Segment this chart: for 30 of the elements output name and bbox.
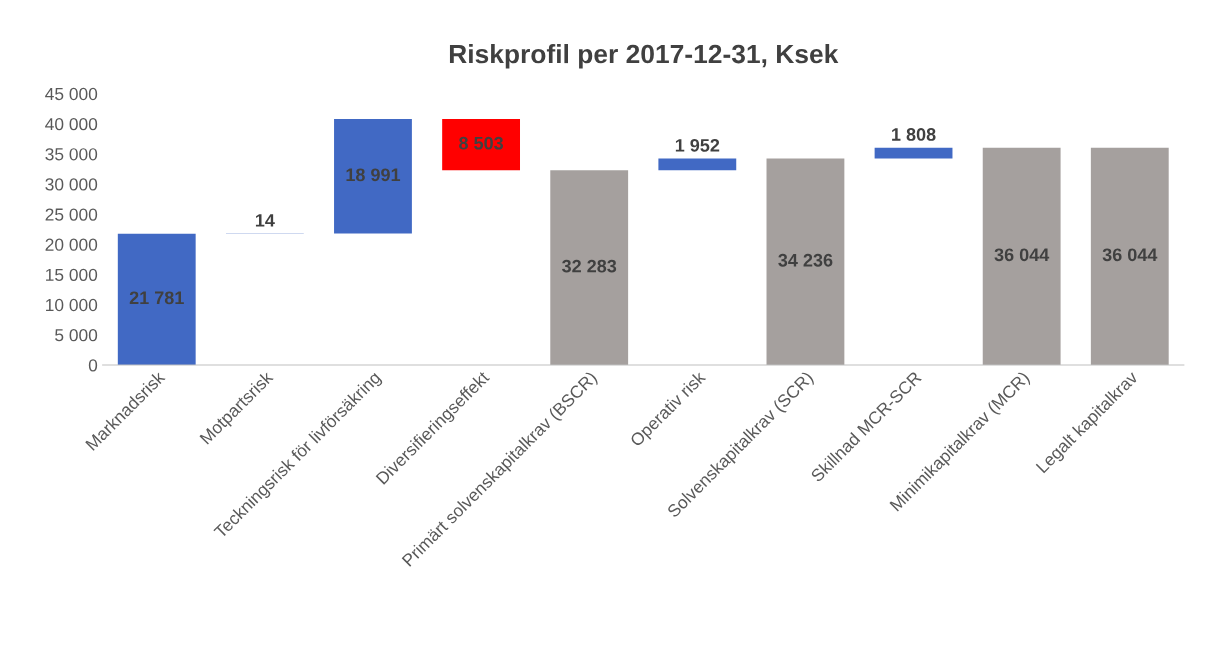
data-label: 36 044 — [994, 248, 1050, 262]
y-tick-label: 10 000 — [46, 298, 98, 312]
bar — [1090, 147, 1169, 365]
y-tick-label: 25 000 — [45, 208, 98, 221]
data-label: 8 503 — [459, 136, 504, 150]
bar — [658, 158, 737, 171]
data-label: 1 952 — [675, 138, 720, 152]
data-label: 36 044 — [1102, 248, 1158, 262]
data-label: 18 991 — [346, 168, 401, 182]
bar — [766, 158, 845, 365]
bar — [982, 147, 1061, 365]
data-label: 1 808 — [892, 128, 936, 141]
bar — [117, 233, 196, 365]
bar — [442, 119, 521, 171]
y-tick-label: 20 000 — [45, 238, 98, 251]
data-label: 21 781 — [129, 291, 184, 305]
bar — [550, 170, 629, 365]
y-tick-label: 5 000 — [55, 329, 98, 342]
y-tick-label: 45 000 — [45, 87, 98, 101]
y-tick-label: 35 000 — [45, 148, 98, 161]
data-label: 34 236 — [778, 253, 833, 267]
bar — [334, 119, 412, 234]
data-label: 32 283 — [562, 259, 617, 273]
y-tick-label: 40 000 — [45, 117, 98, 131]
data-label: 14 — [255, 214, 275, 227]
y-tick-label: 15 000 — [46, 268, 98, 282]
bar — [874, 147, 953, 159]
y-tick-label: 30 000 — [45, 178, 98, 191]
chart-title: Riskprofil per 2017-12-31, Ksek — [449, 43, 839, 69]
y-tick-label: 0 — [88, 359, 98, 372]
